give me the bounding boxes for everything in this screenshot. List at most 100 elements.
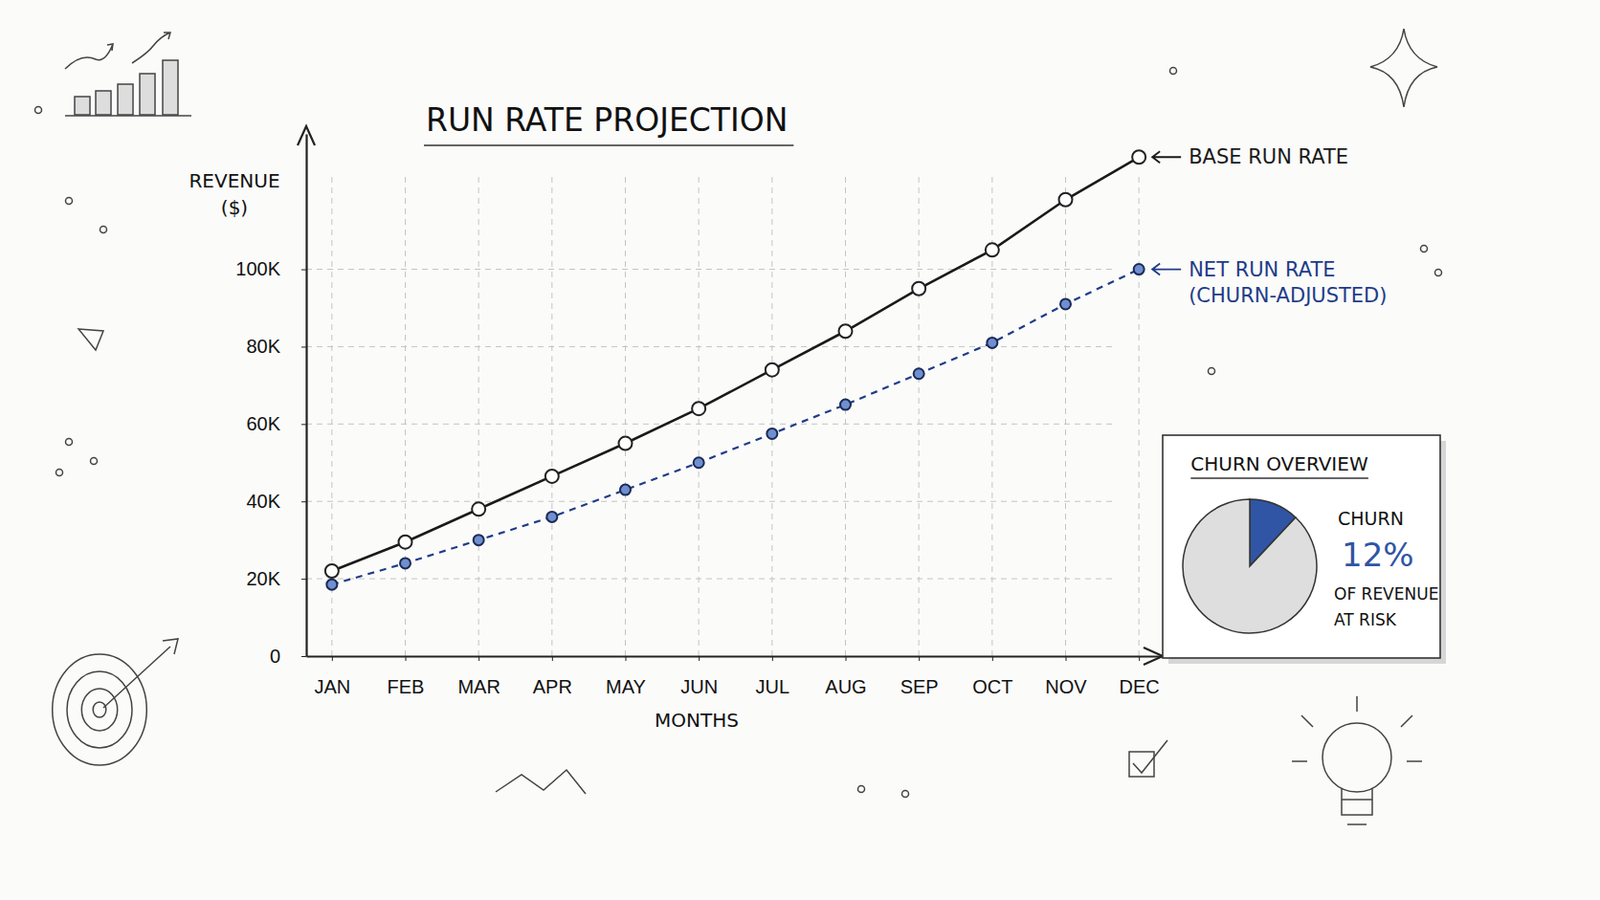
doodle-check (1133, 740, 1168, 774)
pie-category-label: CHURN (1337, 508, 1404, 530)
doodle-triangle (78, 329, 104, 351)
grid-line-y (306, 501, 1112, 503)
series-marker (765, 363, 779, 378)
doodle-dot (100, 226, 108, 234)
doodle-target (81, 688, 117, 732)
doodle-dot (66, 439, 73, 446)
tick-label: NOV (1044, 676, 1088, 698)
grid-line-y (306, 423, 1112, 425)
grid-line-x (918, 172, 920, 657)
grid-line-x (624, 172, 626, 657)
doodle-dot (90, 458, 98, 466)
doodle-dot (66, 198, 73, 205)
doodle-zigzag (495, 770, 586, 795)
tick-label: 40K (245, 490, 281, 512)
tick-label: MAY (605, 676, 646, 698)
tick-label: 100K (235, 258, 281, 280)
tick: 40K (245, 490, 307, 512)
tick-mark (552, 656, 554, 662)
series-label-line: (CHURN-ADJUSTED) (1188, 284, 1387, 308)
tick: 80K (245, 335, 307, 357)
tick: DEC (1119, 656, 1160, 698)
series-marker (473, 534, 485, 546)
tick-mark (845, 656, 847, 662)
doodle-dot (1208, 368, 1216, 376)
axis-line (307, 655, 1166, 658)
doodle-dot (56, 469, 64, 477)
doodle-bar (95, 90, 112, 115)
axis-arrow (297, 126, 315, 146)
tick: 100K (235, 258, 307, 280)
doodle-dot (1435, 269, 1443, 277)
grid-line-y (306, 578, 1112, 580)
doodle-bulb-base (1341, 788, 1373, 825)
tick: FEB (387, 656, 425, 698)
tick-label: DEC (1119, 676, 1160, 698)
series-line (332, 156, 1139, 572)
tick-label: JUN (680, 676, 718, 698)
tick-mark (301, 501, 307, 503)
tick: JUN (680, 656, 718, 698)
label-arrow (1152, 151, 1181, 163)
tick: APR (533, 656, 573, 698)
chart-svg: 020K40K60K80K100KJANFEBMARAPRMAYJUNJULAU… (0, 0, 1600, 900)
series-marker (691, 401, 706, 416)
y-axis-title-line: REVENUE (188, 169, 280, 193)
pie-annotation: OF REVENUEAT RISK (1333, 584, 1439, 630)
series-marker (471, 502, 486, 516)
axis-arrow (1143, 647, 1163, 666)
tick-mark (301, 423, 307, 425)
tick-mark (301, 269, 307, 271)
tick: 0 (269, 645, 307, 667)
series-label-line: NET RUN RATE (1188, 258, 1335, 282)
doodle-dot (35, 107, 43, 114)
panel-box (1162, 435, 1441, 659)
y-axis-title-line: ($) (221, 196, 248, 220)
doodle-target (66, 671, 133, 749)
grid-line-x (771, 172, 773, 657)
series-marker (839, 324, 853, 338)
tick: JAN (313, 656, 351, 698)
doodle-star (1370, 28, 1438, 108)
series-label-line: BASE RUN RATE (1188, 145, 1349, 169)
grid-line-x (551, 172, 553, 657)
tick-mark (478, 656, 480, 662)
series-marker (620, 485, 631, 496)
series-marker (911, 282, 926, 296)
tick-mark (918, 656, 920, 662)
pie-slice (1182, 499, 1317, 634)
series-marker (913, 368, 925, 379)
y-axis-title: REVENUE ($) (188, 169, 280, 220)
panel-title-underline (1190, 477, 1369, 479)
tick-label: JAN (313, 676, 351, 698)
tick-label: AUG (824, 676, 867, 698)
tick-mark (301, 578, 307, 580)
label-arrow (1152, 264, 1181, 276)
doodle-base (65, 114, 192, 117)
tick-mark (301, 346, 307, 348)
grid (306, 172, 1139, 657)
tick-label: OCT (972, 676, 1013, 698)
churn-panel: CHURN OVERVIEW CHURN 12% OF REVENUEAT RISK (1162, 435, 1446, 665)
grid-line-x (478, 172, 480, 657)
tick-mark (625, 656, 627, 662)
tick: OCT (972, 656, 1013, 698)
plot-area (325, 150, 1146, 590)
tick-label: FEB (387, 676, 425, 698)
series-marker (546, 511, 557, 523)
series-marker (400, 557, 411, 569)
series-marker (399, 535, 413, 550)
series-marker (986, 337, 998, 349)
tick-label: JUL (755, 676, 791, 698)
chart-title: RUN RATE PROJECTION (425, 101, 788, 139)
tick-mark (405, 656, 407, 662)
tick: MAY (605, 656, 646, 698)
doodle-target (92, 702, 107, 718)
doodle-bar (74, 96, 90, 115)
pie-value-label: 12% (1341, 535, 1415, 575)
panel-title: CHURN OVERVIEW (1190, 452, 1369, 476)
axis-line (305, 134, 308, 658)
tick-mark (301, 656, 307, 658)
series-marker (766, 428, 778, 440)
decorations (35, 28, 1443, 825)
